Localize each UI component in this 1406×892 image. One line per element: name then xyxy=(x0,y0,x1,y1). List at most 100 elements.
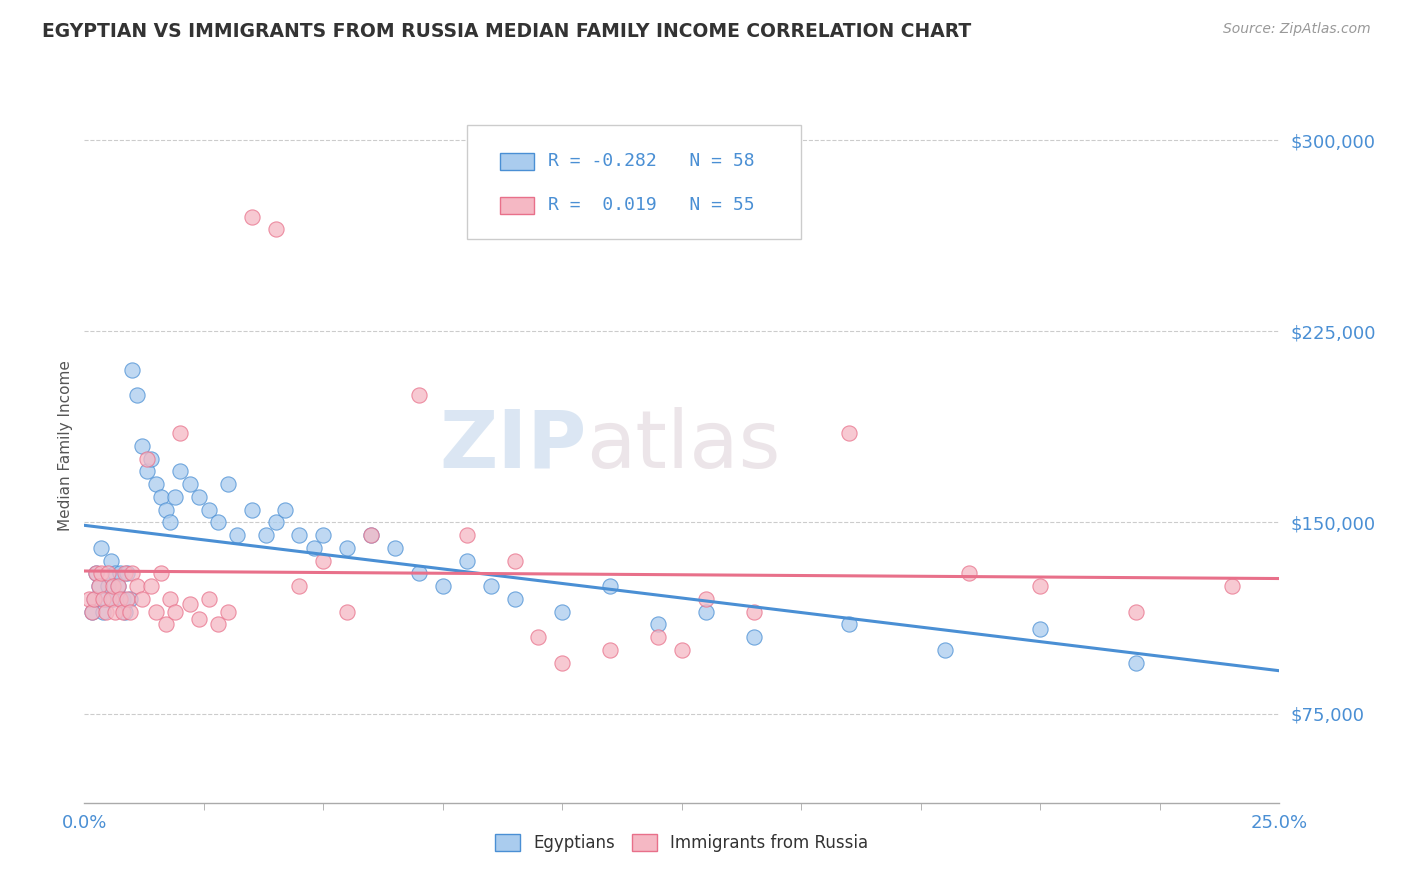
Point xyxy=(456,554,478,568)
Point xyxy=(207,617,229,632)
Point xyxy=(86,566,108,581)
Point xyxy=(360,528,382,542)
Point xyxy=(408,566,430,581)
Point xyxy=(145,477,167,491)
Point xyxy=(131,439,153,453)
Point xyxy=(1125,656,1147,670)
Point xyxy=(87,579,110,593)
Point xyxy=(97,566,120,581)
Point xyxy=(264,516,287,530)
Point xyxy=(111,605,134,619)
Point xyxy=(288,528,311,542)
Point xyxy=(179,477,201,491)
Point xyxy=(551,656,574,670)
FancyBboxPatch shape xyxy=(501,153,534,170)
Text: atlas: atlas xyxy=(586,407,780,485)
Text: ZIP: ZIP xyxy=(439,407,586,485)
Point xyxy=(114,605,136,619)
Point xyxy=(145,605,167,619)
Point xyxy=(264,222,287,236)
Point xyxy=(94,605,117,619)
Point xyxy=(188,490,211,504)
Point xyxy=(647,630,669,644)
Text: R = -0.282   N = 58: R = -0.282 N = 58 xyxy=(548,153,755,170)
Point xyxy=(254,528,277,542)
Point xyxy=(121,362,143,376)
Point xyxy=(135,465,157,479)
Point xyxy=(1029,579,1052,593)
Point xyxy=(125,579,148,593)
Point xyxy=(86,566,108,581)
Point xyxy=(217,477,239,491)
Point xyxy=(165,605,187,619)
Point xyxy=(107,579,129,593)
Point xyxy=(117,591,139,606)
Point xyxy=(80,605,103,619)
Point xyxy=(456,528,478,542)
Point xyxy=(503,591,526,606)
Point xyxy=(159,591,181,606)
Point xyxy=(838,426,860,441)
Point xyxy=(93,605,115,619)
Point xyxy=(118,605,141,619)
Point xyxy=(87,579,110,593)
Point xyxy=(226,528,249,542)
Point xyxy=(240,502,263,516)
Point xyxy=(240,210,263,224)
Point xyxy=(217,605,239,619)
Point xyxy=(312,528,335,542)
Point xyxy=(312,554,335,568)
Point xyxy=(336,605,359,619)
Point xyxy=(207,516,229,530)
Point xyxy=(149,490,172,504)
Point xyxy=(838,617,860,632)
Point xyxy=(97,579,120,593)
Point xyxy=(90,566,112,581)
Point xyxy=(90,541,112,555)
Point xyxy=(384,541,406,555)
Point xyxy=(100,591,122,606)
Point xyxy=(131,591,153,606)
Point xyxy=(336,541,359,555)
Y-axis label: Median Family Income: Median Family Income xyxy=(58,360,73,532)
Point xyxy=(159,516,181,530)
Point xyxy=(83,591,105,606)
Point xyxy=(117,566,139,581)
Point xyxy=(110,566,132,581)
Point xyxy=(94,591,117,606)
Point xyxy=(1125,605,1147,619)
Point xyxy=(274,502,297,516)
Point xyxy=(114,566,136,581)
Point xyxy=(695,605,717,619)
Point xyxy=(169,426,191,441)
Legend: Egyptians, Immigrants from Russia: Egyptians, Immigrants from Russia xyxy=(489,827,875,859)
Point xyxy=(100,554,122,568)
Point xyxy=(135,451,157,466)
Point xyxy=(671,643,693,657)
Point xyxy=(957,566,980,581)
Point xyxy=(503,554,526,568)
Point xyxy=(169,465,191,479)
Point xyxy=(599,643,621,657)
Point xyxy=(934,643,956,657)
FancyBboxPatch shape xyxy=(501,197,534,214)
Point xyxy=(118,591,141,606)
Point xyxy=(77,591,100,606)
Point xyxy=(101,579,124,593)
Point xyxy=(104,566,127,581)
Point xyxy=(107,579,129,593)
Point xyxy=(599,579,621,593)
Point xyxy=(695,591,717,606)
Text: R =  0.019   N = 55: R = 0.019 N = 55 xyxy=(548,196,755,214)
Point xyxy=(197,502,219,516)
FancyBboxPatch shape xyxy=(467,125,801,239)
Point xyxy=(111,591,134,606)
Point xyxy=(479,579,502,593)
Point xyxy=(432,579,454,593)
Point xyxy=(93,591,115,606)
Point xyxy=(121,566,143,581)
Text: Source: ZipAtlas.com: Source: ZipAtlas.com xyxy=(1223,22,1371,37)
Point xyxy=(101,591,124,606)
Point xyxy=(149,566,172,581)
Point xyxy=(179,597,201,611)
